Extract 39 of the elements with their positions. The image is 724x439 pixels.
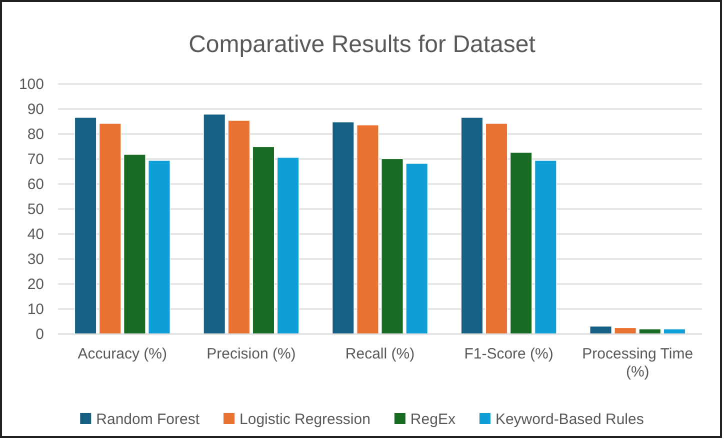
bar xyxy=(124,154,146,334)
bar xyxy=(638,328,661,334)
bar xyxy=(203,114,226,334)
x-tick-label: Recall (%) xyxy=(345,346,415,363)
bar xyxy=(590,326,612,334)
bar xyxy=(252,146,275,334)
bar xyxy=(381,158,404,334)
bar xyxy=(148,160,170,334)
y-tick-label: 60 xyxy=(27,176,44,193)
bar xyxy=(485,123,508,334)
x-tick-label: F1-Score (%) xyxy=(464,346,554,363)
y-tick-label: 20 xyxy=(27,276,44,293)
legend-label: Keyword-Based Rules xyxy=(495,411,644,428)
legend-label: RegEx xyxy=(410,411,456,428)
bar xyxy=(406,163,428,334)
bar xyxy=(228,120,250,334)
y-tick-label: 50 xyxy=(27,200,44,218)
bar xyxy=(332,122,354,334)
y-tick-label: 10 xyxy=(27,300,44,318)
legend-label: Random Forest xyxy=(96,411,200,428)
bar xyxy=(99,123,122,334)
y-tick-label: 40 xyxy=(27,226,44,243)
legend-label: Logistic Regression xyxy=(240,411,370,428)
bar xyxy=(534,160,557,334)
bar xyxy=(74,117,97,334)
x-tick-label: Precision (%) xyxy=(206,346,296,363)
bar xyxy=(356,124,379,334)
bar xyxy=(276,157,300,334)
bar xyxy=(460,117,484,334)
x-tick-label: Accuracy (%) xyxy=(78,346,167,363)
y-tick-label: 0 xyxy=(36,326,44,343)
bar xyxy=(510,152,532,334)
chart-title: Comparative Results for Dataset xyxy=(188,31,536,58)
y-tick-label: 90 xyxy=(27,100,44,118)
x-tick-label: Processing Time (%) xyxy=(582,346,694,381)
y-tick-label: 100 xyxy=(18,76,44,93)
y-tick-label: 80 xyxy=(27,126,44,143)
y-tick-label: 30 xyxy=(27,250,44,268)
y-tick-label: 70 xyxy=(27,150,44,168)
